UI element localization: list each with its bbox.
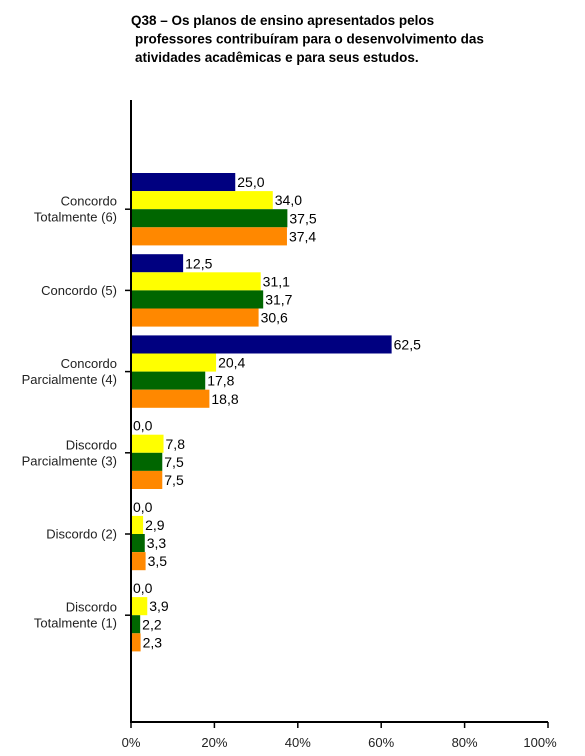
data-label: 25,0 xyxy=(237,174,264,190)
x-tick-label: 100% xyxy=(523,735,557,750)
category-label: Totalmente (1) xyxy=(34,616,117,631)
category-label: Concordo xyxy=(61,194,117,209)
data-label: 2,3 xyxy=(143,634,163,650)
x-tick-label: 80% xyxy=(452,735,478,750)
data-label: 7,8 xyxy=(166,436,186,452)
x-tick-label: 40% xyxy=(285,735,311,750)
bar xyxy=(131,371,206,390)
data-label: 0,0 xyxy=(133,580,153,596)
bar xyxy=(131,452,163,471)
bar xyxy=(131,272,261,291)
x-tick-label: 20% xyxy=(201,735,227,750)
bar xyxy=(131,552,146,571)
category-label: Concordo xyxy=(61,356,117,371)
data-label: 31,7 xyxy=(265,291,292,307)
data-label: 3,5 xyxy=(148,553,168,569)
bar xyxy=(131,434,164,453)
bar xyxy=(131,290,264,309)
data-label: 7,5 xyxy=(164,454,184,470)
bar xyxy=(131,173,236,192)
axes: 0% 20% 40% 60% 80% 100% xyxy=(122,100,557,750)
category-label: Concordo (5) xyxy=(41,283,117,298)
data-label: 37,5 xyxy=(289,210,316,226)
category-label: Totalmente (6) xyxy=(34,210,117,225)
bar xyxy=(131,353,217,372)
bar xyxy=(131,534,145,553)
data-label: 20,4 xyxy=(218,355,245,371)
chart-title-line: Q38 – Os planos de ensino apresentados p… xyxy=(131,13,434,28)
bars xyxy=(131,173,392,652)
data-label: 7,5 xyxy=(164,472,184,488)
bar xyxy=(131,227,287,246)
data-label: 12,5 xyxy=(185,255,212,271)
chart-title: Q38 – Os planos de ensino apresentados p… xyxy=(131,13,484,65)
data-label: 2,9 xyxy=(145,517,165,533)
data-label: 3,3 xyxy=(147,535,167,551)
category-label: Discordo (2) xyxy=(46,527,117,542)
data-label: 2,2 xyxy=(142,616,162,632)
bar xyxy=(131,470,163,489)
bar xyxy=(131,389,210,408)
bar xyxy=(131,191,273,210)
category-label: Discordo xyxy=(66,600,117,615)
bar xyxy=(131,209,288,228)
value-labels: 25,0 34,0 37,5 37,4 12,5 31,1 31,7 30,6 62,5 20,4… xyxy=(133,174,421,650)
bar xyxy=(131,308,259,327)
data-label: 37,4 xyxy=(289,228,316,244)
chart-title-line: atividades acadêmicas e para seus estudo… xyxy=(135,50,419,65)
x-tick-label: 60% xyxy=(368,735,394,750)
bar xyxy=(131,633,141,652)
data-label: 62,5 xyxy=(394,336,421,352)
data-label: 0,0 xyxy=(133,418,153,434)
bar xyxy=(131,597,148,616)
category-label: Parcialmente (3) xyxy=(22,453,117,468)
data-label: 3,9 xyxy=(149,598,169,614)
bar xyxy=(131,615,141,634)
data-label: 18,8 xyxy=(211,391,238,407)
bar xyxy=(131,335,392,354)
data-label: 34,0 xyxy=(275,192,302,208)
data-label: 0,0 xyxy=(133,499,153,515)
data-label: 17,8 xyxy=(207,373,234,389)
data-label: 30,6 xyxy=(261,310,288,326)
data-label: 31,1 xyxy=(263,273,290,289)
bar xyxy=(131,515,144,534)
category-label: Parcialmente (4) xyxy=(22,372,117,387)
category-label: Discordo xyxy=(66,437,117,452)
x-tick-label: 0% xyxy=(122,735,141,750)
chart-title-line: professores contribuíram para o desenvol… xyxy=(135,32,484,47)
bar xyxy=(131,254,184,273)
